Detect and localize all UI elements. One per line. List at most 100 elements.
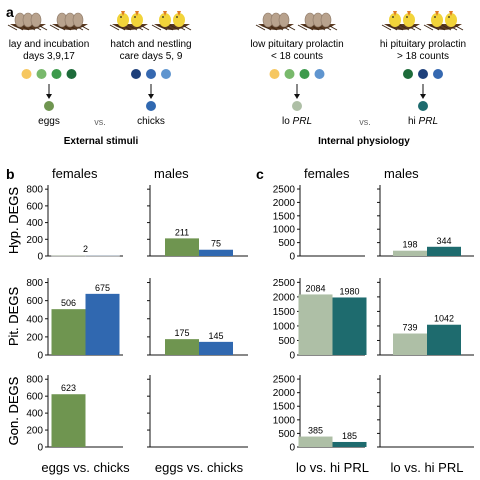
bar-chicks <box>199 249 233 256</box>
data-label: 2084 <box>305 283 325 293</box>
bar-chicks <box>85 255 120 257</box>
chick-eye <box>434 16 436 18</box>
bar-hi-prl <box>427 324 461 355</box>
data-label: 198 <box>402 240 417 250</box>
facet-row-3: 0 500 1000 1500 2000 2500 385 185 <box>273 375 367 454</box>
group-title-line: < 18 counts <box>271 51 323 62</box>
x-axis-label: eggs vs. chicks <box>155 460 244 475</box>
column-title: males <box>384 166 419 181</box>
group-title-line: care days 5, 9 <box>120 51 183 62</box>
facet-row-2: 0 200 400 600 800 Pit. DEGS 506 675 <box>6 278 123 362</box>
y-tick-label: 600 <box>26 296 43 307</box>
bar-chicks <box>199 341 233 355</box>
chick-beak <box>449 11 453 16</box>
data-label: 675 <box>95 283 110 293</box>
chick-beak <box>177 11 181 16</box>
nest-twig <box>423 24 434 31</box>
y-tick-label: 600 <box>26 201 43 212</box>
x-axis-label: lo vs. hi PRL <box>296 460 369 475</box>
nest-with-eggs-icon <box>297 12 338 31</box>
nest-twig <box>453 24 464 31</box>
result-label: chicks <box>137 116 165 127</box>
y-tick-label: 200 <box>26 332 43 343</box>
nest-twig <box>387 24 398 31</box>
egg <box>278 12 290 28</box>
y-tick-label: 1000 <box>273 321 296 332</box>
stage-dot <box>433 69 443 79</box>
stage-dot <box>314 69 325 79</box>
section-label-internal: Internal physiology <box>318 136 410 147</box>
y-tick-label: 600 <box>26 392 43 403</box>
nest-twig <box>115 24 126 31</box>
stage-dot <box>161 69 171 79</box>
chick-body <box>159 13 171 27</box>
bar-chicks <box>85 293 120 355</box>
chick-beak <box>407 11 411 16</box>
chick-body <box>131 13 143 27</box>
stage-dot <box>146 69 156 79</box>
chick-beak <box>135 11 139 16</box>
nest-twig <box>127 24 138 31</box>
result-dot <box>418 101 428 111</box>
y-tick-label: 800 <box>26 278 43 289</box>
nest-twig <box>381 24 392 31</box>
egg <box>30 12 42 28</box>
y-tick-label: 500 <box>278 429 295 440</box>
facet-row-1: 0 200 400 600 800 Hyp. DEGS 2 <box>6 185 123 263</box>
group-title-line: hatch and nestling <box>110 39 191 50</box>
chick-body <box>431 13 443 27</box>
nest-with-eggs-icon <box>49 12 90 31</box>
result-label: lo PRL <box>282 116 312 127</box>
chick-beak <box>121 11 125 16</box>
panel-label-b: b <box>6 166 15 182</box>
chick-body <box>445 13 457 27</box>
panel-label-a: a <box>6 4 14 20</box>
chick-body <box>403 13 415 27</box>
stage-dot <box>36 69 47 79</box>
bar-eggs <box>51 255 86 257</box>
y-tick-label: 0 <box>37 252 43 263</box>
group-title-line: low pituitary prolactin <box>250 39 343 50</box>
nest-with-eggs-icon <box>7 12 48 31</box>
data-label: 344 <box>436 236 451 246</box>
chick-beak <box>393 11 397 16</box>
nest-with-eggs-icon <box>255 12 296 31</box>
column-title: females <box>52 166 98 181</box>
y-axis-label: Hyp. DEGS <box>6 187 21 255</box>
nest-twig <box>139 24 150 31</box>
y-tick-label: 1000 <box>273 415 296 426</box>
stage-dot <box>418 69 428 79</box>
stage-dot <box>299 69 310 79</box>
nest-twig <box>169 24 180 31</box>
nest-twig <box>399 24 410 31</box>
y-tick-label: 0 <box>289 351 295 362</box>
y-tick-label: 2500 <box>273 185 296 196</box>
y-tick-label: 0 <box>289 252 295 263</box>
chick-eye <box>134 16 136 18</box>
nest-twig <box>297 24 308 31</box>
nest-twig <box>285 24 296 31</box>
facet-row-2: Pit. DEGS 175 145 <box>6 278 248 356</box>
nest-twig <box>55 24 66 31</box>
vs-label: vs. <box>359 117 371 127</box>
y-tick-label: 0 <box>37 443 43 454</box>
nest-twig <box>151 24 162 31</box>
column-title: females <box>304 166 350 181</box>
facet-row-2: 0 500 1000 1500 2000 2500 2084 1980 <box>273 278 367 362</box>
bar-eggs <box>51 309 86 355</box>
bar-lo-prl <box>393 333 427 355</box>
y-tick-label: 400 <box>26 314 43 325</box>
nest-twig <box>79 24 90 31</box>
y-tick-label: 2500 <box>273 375 296 386</box>
data-label: 506 <box>61 298 76 308</box>
y-axis-label: Hyp. DEGS <box>6 187 21 255</box>
data-label: 175 <box>174 328 189 338</box>
bar-lo-prl <box>298 436 333 447</box>
y-axis-label: Gon. DEGS <box>6 376 21 445</box>
y-tick-label: 2000 <box>273 292 296 303</box>
egg <box>320 12 332 28</box>
